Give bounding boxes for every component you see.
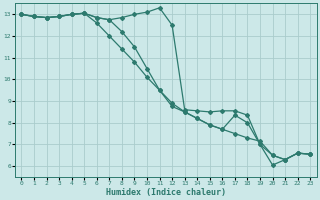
- X-axis label: Humidex (Indice chaleur): Humidex (Indice chaleur): [106, 188, 226, 197]
